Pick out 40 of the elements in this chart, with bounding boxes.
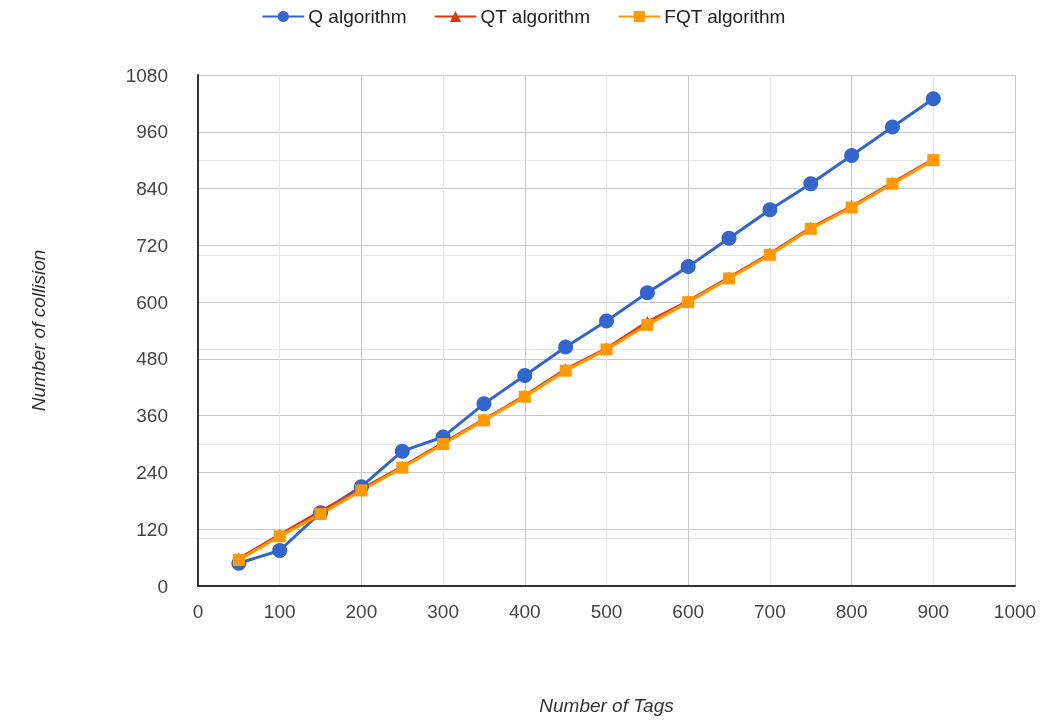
point xyxy=(884,119,900,135)
y-tick-label: 240 xyxy=(136,461,168,483)
point xyxy=(599,313,614,329)
x-tick-label: 400 xyxy=(508,601,541,622)
y-tick-label: 960 xyxy=(136,121,168,143)
point xyxy=(721,230,737,246)
x-tick-label: 200 xyxy=(345,601,378,622)
point xyxy=(394,443,410,459)
x-tick-label: 100 xyxy=(263,601,296,622)
y-tick-label: 120 xyxy=(136,518,168,540)
x-tick-label: 700 xyxy=(754,601,786,622)
y-tick-label: 360 xyxy=(136,405,168,427)
legend-label: QT algorithm xyxy=(480,6,590,27)
point xyxy=(517,367,533,383)
y-tick-label: 600 xyxy=(136,291,168,313)
y-tick-label: 480 xyxy=(136,348,168,370)
y-tick-label: 720 xyxy=(136,234,168,256)
x-tick-label: 900 xyxy=(917,601,950,622)
point xyxy=(762,202,778,218)
point xyxy=(803,176,819,192)
x-tick-label: 500 xyxy=(590,601,623,622)
legend-label: FQT algorithm xyxy=(664,6,786,27)
legend-label: Q algorithm xyxy=(308,6,407,27)
point xyxy=(558,339,574,355)
x-tick-label: 0 xyxy=(192,601,204,622)
point xyxy=(272,543,288,559)
point xyxy=(925,91,941,107)
y-tick-label: 1080 xyxy=(125,64,168,86)
point xyxy=(639,285,655,301)
x-tick-label: 300 xyxy=(427,601,459,622)
y-axis-title: Number of collision xyxy=(28,249,49,412)
point xyxy=(680,259,696,275)
point xyxy=(844,147,860,163)
x-tick-label: 600 xyxy=(672,601,705,622)
y-tick-label: 0 xyxy=(157,575,168,597)
y-tick-label: 840 xyxy=(136,178,168,200)
x-axis-title: Number of Tags xyxy=(539,695,675,716)
x-tick-label: 1000 xyxy=(993,601,1037,622)
point xyxy=(476,396,492,412)
x-tick-label: 800 xyxy=(835,601,868,622)
